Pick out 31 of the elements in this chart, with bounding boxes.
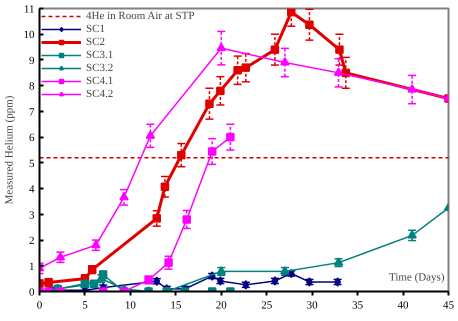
y-tick-label: 0 [29,286,35,298]
x-tick-label: 5 [82,300,88,312]
x-tick-label: 20 [216,300,228,312]
legend-label: SC2 [86,36,106,48]
legend-label: SC1 [86,23,106,35]
y-tick-label: 6 [29,132,35,144]
legend-label: SC4.1 [86,75,114,87]
x-tick-label: 45 [443,300,454,312]
y-tick-label: 4 [29,184,35,196]
y-tick-label: 11 [24,4,34,16]
y-tick-label: 5 [29,158,35,170]
x-tick-label: 40 [398,300,410,312]
legend-label: 4He in Room Air at STP [86,10,194,22]
x-tick-label: 30 [306,300,318,312]
y-tick-label: 9 [29,54,35,67]
y-tick-label: 8 [29,80,35,93]
y-tick-label: 3 [29,209,35,222]
x-tick-label: 25 [261,300,273,312]
legend-label: SC3.1 [86,49,114,61]
legend-label: SC4.2 [86,88,114,100]
legend-label: SC3.2 [86,62,114,74]
x-tick-label: 10 [124,300,136,312]
x-axis-title: Time (Days) [388,272,445,284]
y-tick-label: 2 [29,235,34,248]
y-tick-label: 10 [24,29,35,42]
y-axis-title: Measured Helium (ppm) [4,95,16,204]
y-tick-label: 7 [29,106,35,118]
y-tick-label: 1 [29,260,34,273]
x-tick-label: 35 [352,300,364,312]
x-tick-label: 15 [170,300,182,312]
x-tick-label: 0 [36,300,43,312]
